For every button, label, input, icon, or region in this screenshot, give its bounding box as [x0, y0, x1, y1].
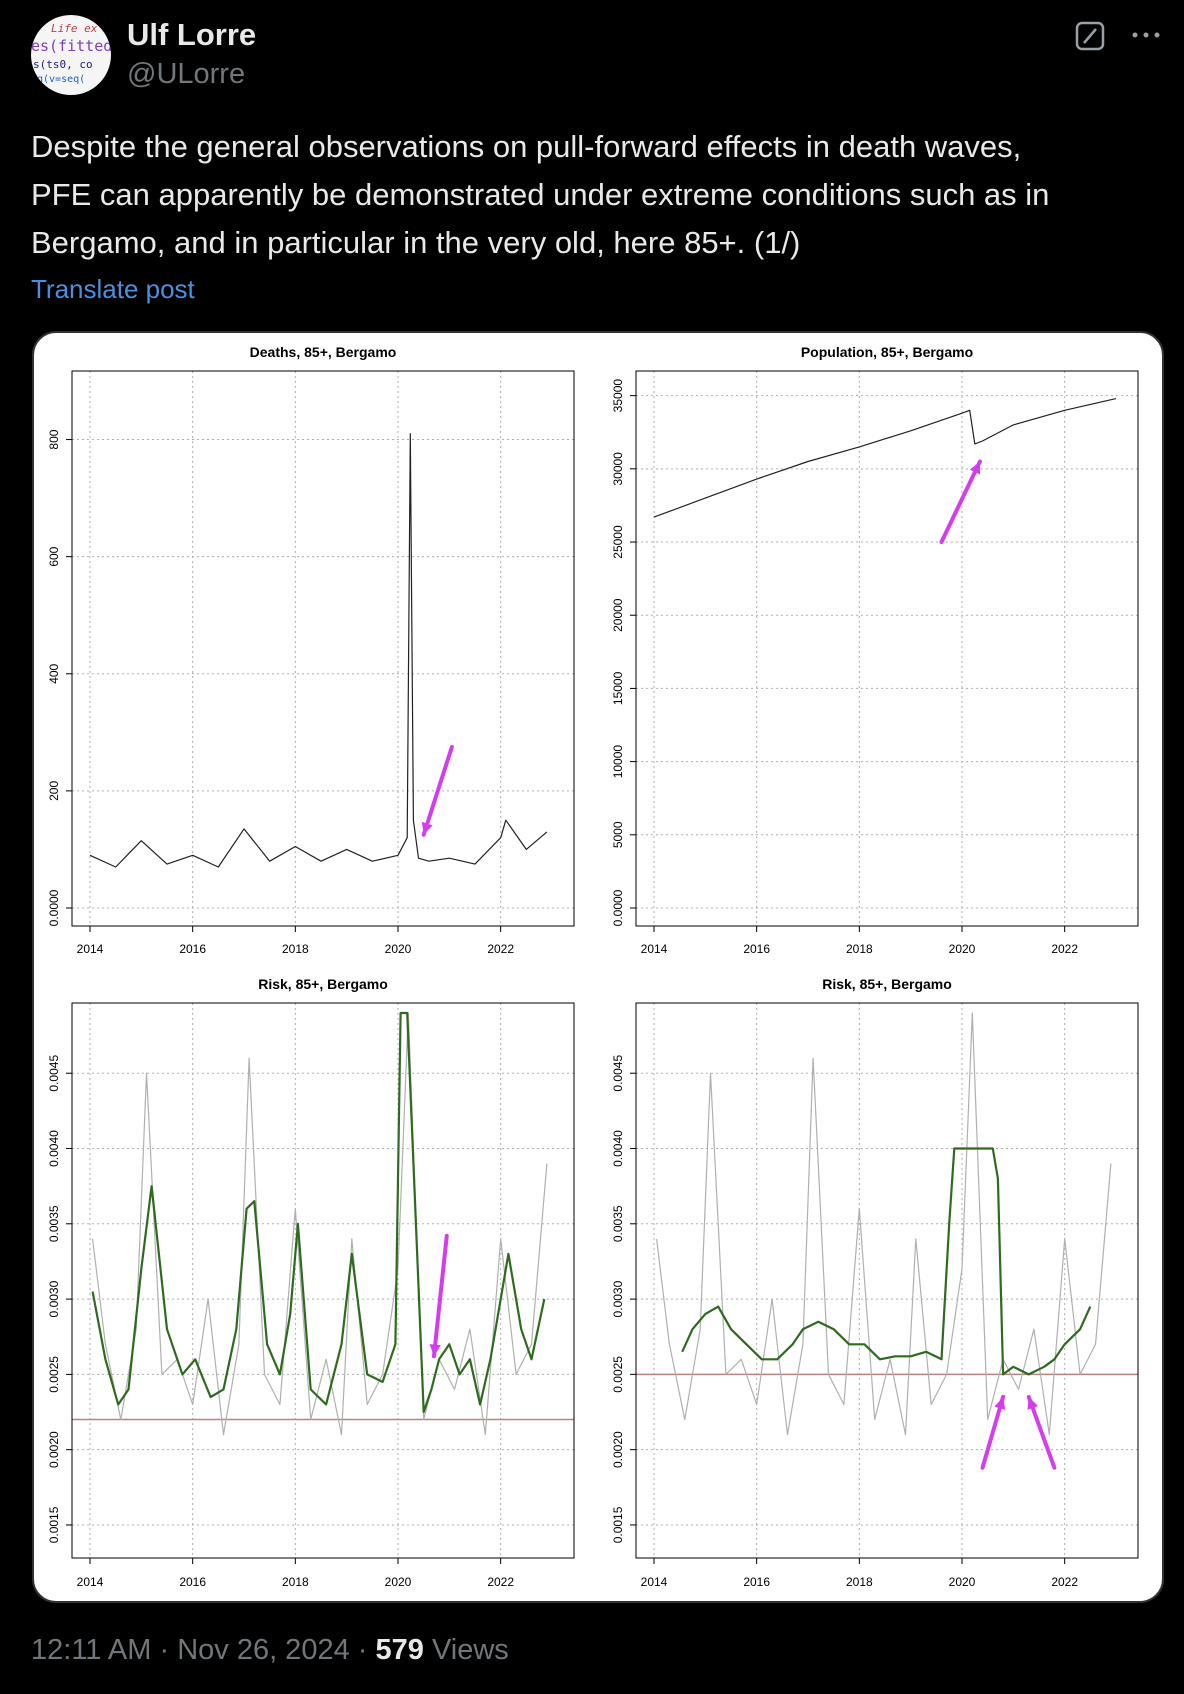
x-tick-label: 2020	[385, 1575, 412, 1589]
y-tick-label: 400	[47, 663, 61, 683]
y-tick-label: 0.0030	[611, 1280, 625, 1317]
post-text: Despite the general observations on pull…	[31, 123, 1161, 267]
y-tick-label: 0.0045	[611, 1055, 625, 1092]
raw-risk-line	[656, 1012, 1112, 1436]
y-tick-label: 0.0040	[611, 1130, 625, 1167]
y-tick-label: 0.0035	[611, 1205, 625, 1242]
avatar-line-3: s(ts0, co	[33, 58, 93, 71]
y-tick-label: 0.0000	[611, 889, 625, 926]
y-tick-label: 0.0020	[611, 1431, 625, 1468]
plot-frame	[71, 1002, 575, 1559]
y-tick-label: 800	[47, 429, 61, 449]
y-tick-label: 25000	[611, 525, 625, 559]
x-tick-label: 2016	[743, 942, 770, 956]
y-tick-label: 0.0040	[47, 1130, 61, 1167]
y-tick-label: 600	[47, 546, 61, 566]
author-handle[interactable]: @ULorre	[127, 58, 246, 90]
chart-title: Deaths, 85+, Bergamo	[250, 344, 397, 360]
meta-separator: ·	[159, 1634, 170, 1666]
x-tick-label: 2014	[641, 942, 668, 956]
meta-separator: ·	[357, 1634, 368, 1666]
avatar-line-4: q(v=seq(	[37, 74, 85, 85]
post-meta: 12:11 AM · Nov 26, 2024 · 579 Views	[31, 1634, 509, 1667]
x-tick-label: 2020	[949, 942, 976, 956]
post-media[interactable]: Deaths, 85+, Bergamo 2014 2016 2018 2020 2022…	[32, 331, 1164, 1603]
x-tick-label: 2022	[487, 942, 514, 956]
post-line: PFE can apparently be demonstrated under…	[31, 177, 1050, 212]
plot-frame	[635, 370, 1139, 927]
annotation-arrowhead	[969, 461, 981, 475]
y-tick-label: 15000	[611, 671, 625, 705]
x-tick-label: 2020	[385, 942, 412, 956]
x-tick-label: 2022	[1051, 1575, 1078, 1589]
series-line	[89, 433, 548, 868]
annotation-arrowhead	[994, 1396, 1006, 1410]
plot-frame	[635, 1002, 1139, 1559]
series-line	[653, 398, 1117, 518]
chart-title: Risk, 85+, Bergamo	[822, 976, 952, 992]
annotation-arrow	[939, 459, 982, 545]
y-tick-label: 0.0020	[47, 1431, 61, 1468]
charts-figure: Deaths, 85+, Bergamo 2014 2016 2018 2020 2022…	[47, 344, 1139, 1589]
y-tick-label: 0.0030	[47, 1280, 61, 1317]
x-tick-label: 2016	[179, 942, 206, 956]
post-line: Despite the general observations on pull…	[31, 129, 1022, 164]
y-tick-label: 200	[47, 781, 61, 801]
y-tick-label: 30000	[611, 452, 625, 486]
y-tick-label: 0.0015	[47, 1506, 61, 1543]
translate-post-link[interactable]: Translate post	[31, 274, 195, 304]
chart-title: Risk, 85+, Bergamo	[258, 976, 388, 992]
x-tick-label: 2016	[179, 1575, 206, 1589]
x-tick-label: 2020	[949, 1575, 976, 1589]
x-tick-label: 2014	[77, 942, 104, 956]
post-line: Bergamo, and in particular in the very o…	[31, 225, 801, 260]
x-tick-label: 2014	[77, 1575, 104, 1589]
annotation-arrowhead	[429, 1344, 441, 1357]
chart-title: Population, 85+, Bergamo	[801, 344, 973, 360]
post-time[interactable]: 12:11 AM	[31, 1634, 152, 1666]
y-tick-label: 0.0025	[611, 1356, 625, 1393]
smoothed-risk-line	[681, 1147, 1092, 1376]
annotation-arrowhead	[1027, 1396, 1039, 1410]
y-tick-label: 0.0000	[47, 889, 61, 926]
annotation-arrow	[1026, 1394, 1057, 1470]
y-tick-label: 35000	[611, 379, 625, 413]
views-count: 579	[375, 1634, 424, 1666]
avatar-line-1: Life ex	[51, 22, 98, 35]
x-tick-label: 2022	[1051, 942, 1078, 956]
annotation-arrowhead	[421, 821, 433, 835]
grok-icon[interactable]	[1074, 20, 1106, 52]
y-tick-label: 0.0025	[47, 1356, 61, 1393]
x-tick-label: 2022	[487, 1575, 514, 1589]
x-tick-label: 2018	[282, 942, 309, 956]
more-icon[interactable]	[1128, 22, 1164, 48]
x-tick-label: 2016	[743, 1575, 770, 1589]
x-tick-label: 2014	[641, 1575, 668, 1589]
annotation-arrow	[431, 1233, 449, 1359]
y-tick-label: 0.0035	[47, 1205, 61, 1242]
y-tick-label: 20000	[611, 598, 625, 632]
author-name[interactable]: Ulf Lorre	[127, 17, 257, 52]
avatar-line-2: es(fitted(	[31, 37, 111, 55]
smoothed-risk-line	[91, 1011, 546, 1414]
y-tick-label: 0.0045	[47, 1055, 61, 1092]
views-label: Views	[431, 1634, 509, 1666]
x-tick-label: 2018	[846, 1575, 873, 1589]
raw-risk-line	[92, 1012, 548, 1436]
y-tick-label: 10000	[611, 745, 625, 779]
post-date[interactable]: Nov 26, 2024	[177, 1634, 350, 1666]
annotation-arrow	[980, 1394, 1006, 1470]
x-tick-label: 2018	[282, 1575, 309, 1589]
plot-frame	[71, 370, 575, 927]
y-tick-label: 0.0015	[611, 1506, 625, 1543]
annotation-arrow	[421, 744, 454, 837]
x-tick-label: 2018	[846, 942, 873, 956]
y-tick-label: 5000	[611, 821, 625, 848]
avatar[interactable]: Life ex es(fitted( s(ts0, co q(v=seq(	[31, 15, 111, 95]
